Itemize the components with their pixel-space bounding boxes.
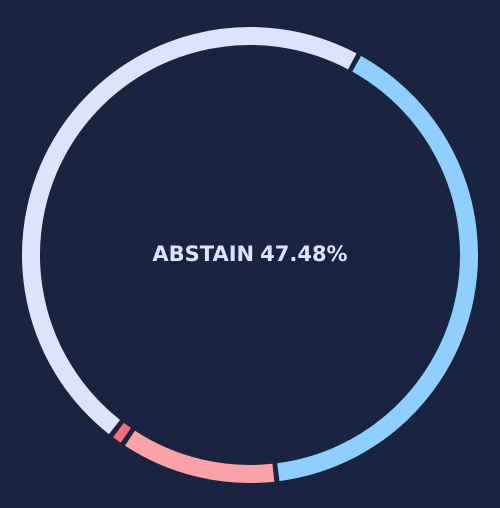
center-label: ABSTAIN 47.48%: [152, 242, 347, 266]
donut-segment: [22, 27, 357, 435]
center-category: ABSTAIN: [152, 242, 254, 266]
donut-segment: [124, 430, 275, 483]
donut-segment: [277, 55, 478, 482]
center-value: 47.48%: [260, 242, 347, 266]
donut-segment: [113, 422, 131, 443]
